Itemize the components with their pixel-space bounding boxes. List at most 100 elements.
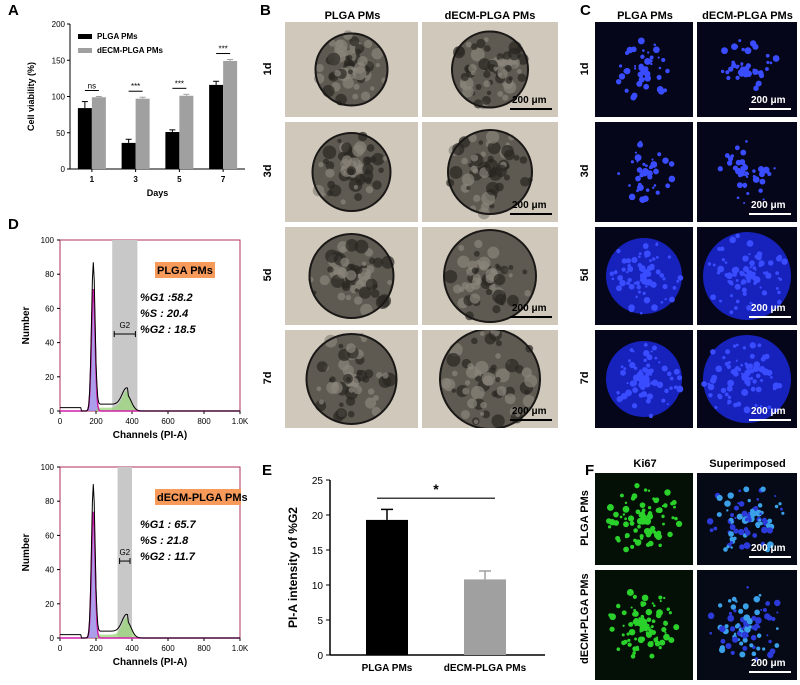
nucleus: [643, 83, 650, 90]
spheroid-texture: [315, 63, 324, 73]
d-x-tick-label: 800: [197, 644, 211, 653]
nucleus: [642, 243, 649, 249]
stained-cell: [622, 505, 630, 513]
d-y-label: Number: [21, 307, 32, 345]
stained-cell: [749, 625, 752, 629]
stained-cell: [753, 627, 758, 631]
d-g2-fill: [60, 391, 240, 411]
nucleus: [752, 169, 756, 173]
nucleus: [626, 281, 631, 286]
nucleus: [660, 301, 664, 304]
nucleus: [657, 87, 665, 95]
nucleus: [624, 88, 629, 93]
panel-letter-f: F: [585, 462, 595, 479]
stained-cell: [756, 633, 762, 638]
stained-cell: [738, 501, 745, 507]
stained-cell: [738, 608, 744, 614]
nucleus: [650, 265, 655, 271]
stained-cell: [774, 599, 781, 607]
nucleus: [746, 191, 750, 196]
stained-cell: [767, 651, 774, 659]
nucleus: [745, 381, 749, 385]
micrograph-tile: [697, 122, 797, 222]
spheroid-texture: [325, 168, 335, 178]
stained-cell: [764, 547, 771, 553]
spheroid-texture: [516, 69, 522, 74]
spheroid-texture: [353, 185, 359, 190]
d-y-tick-label: 40: [45, 339, 54, 348]
nucleus: [735, 359, 738, 362]
nucleus: [666, 402, 669, 406]
panel-b-col-plga: PLGA PMs: [324, 10, 381, 22]
spheroid-texture: [471, 267, 478, 274]
nucleus: [635, 295, 638, 299]
nucleus: [638, 381, 645, 389]
a-y-tick-label: 150: [52, 56, 66, 65]
spheroid-texture: [355, 279, 365, 290]
nucleus: [741, 47, 745, 52]
nucleus: [749, 266, 752, 269]
nucleus: [645, 372, 650, 377]
scale-bar: [749, 419, 791, 421]
panel-f-row-label: dECM-PLGA PMs: [579, 573, 591, 664]
nucleus: [653, 43, 656, 47]
spheroid-texture: [323, 158, 329, 165]
spheroid-texture: [337, 267, 348, 279]
stained-cell: [781, 511, 785, 515]
spheroid-texture: [354, 266, 363, 274]
stained-cell: [720, 638, 726, 644]
stained-cell: [739, 641, 744, 646]
nucleus: [755, 254, 762, 261]
e-y-tick-label: 0: [317, 651, 323, 662]
d-y-tick-label: 80: [45, 497, 54, 506]
nucleus: [741, 279, 747, 285]
nucleus: [652, 257, 656, 261]
nucleus: [626, 382, 629, 385]
spheroid-texture: [522, 394, 536, 408]
micrograph-image: [439, 330, 541, 428]
nucleus: [759, 286, 762, 289]
spheroid-texture: [338, 343, 344, 349]
stained-cell: [606, 518, 612, 524]
a-legend-label: PLGA PMs: [97, 32, 138, 41]
nucleus: [736, 182, 743, 189]
nucleus: [634, 154, 642, 162]
nucleus: [720, 387, 727, 394]
nucleus: [777, 254, 783, 260]
stained-cell: [632, 651, 636, 655]
stained-cell: [717, 603, 723, 608]
nucleus: [609, 271, 615, 277]
spheroid-texture: [341, 142, 352, 154]
stained-cell: [765, 601, 771, 606]
spheroid-texture: [371, 47, 383, 60]
nucleus: [639, 278, 643, 282]
spheroid-texture: [352, 67, 357, 72]
micrograph-image: [720, 39, 780, 91]
stained-cell: [741, 627, 744, 631]
stained-cell: [755, 521, 761, 528]
stained-cell: [621, 610, 627, 616]
nucleus: [749, 40, 757, 47]
spheroid-texture: [470, 43, 478, 50]
scale-bar-label: 200 μm: [512, 406, 547, 417]
stained-cell: [730, 546, 733, 549]
a-legend-label: dECM-PLGA PMs: [97, 46, 163, 55]
nucleus: [650, 281, 657, 288]
nucleus: [628, 359, 632, 363]
stained-cell: [750, 634, 757, 641]
stained-cell: [652, 604, 656, 607]
stained-cell: [749, 643, 754, 648]
nucleus: [669, 296, 675, 303]
stained-cell: [607, 525, 612, 529]
stained-cell: [730, 650, 735, 655]
nucleus: [758, 260, 765, 267]
stained-cell: [651, 602, 654, 605]
spheroid-edge: [451, 30, 529, 109]
a-bar: [223, 60, 238, 169]
nucleus: [740, 62, 744, 66]
nucleus: [621, 267, 626, 272]
chart-d-flow-plga: 0 20 40 60 80 100 0 200 400 600 800 1.0K Channels (P…: [21, 236, 248, 441]
stained-cell: [647, 624, 650, 627]
stained-cell: [664, 631, 667, 634]
d-y-tick-label: 0: [50, 407, 55, 416]
